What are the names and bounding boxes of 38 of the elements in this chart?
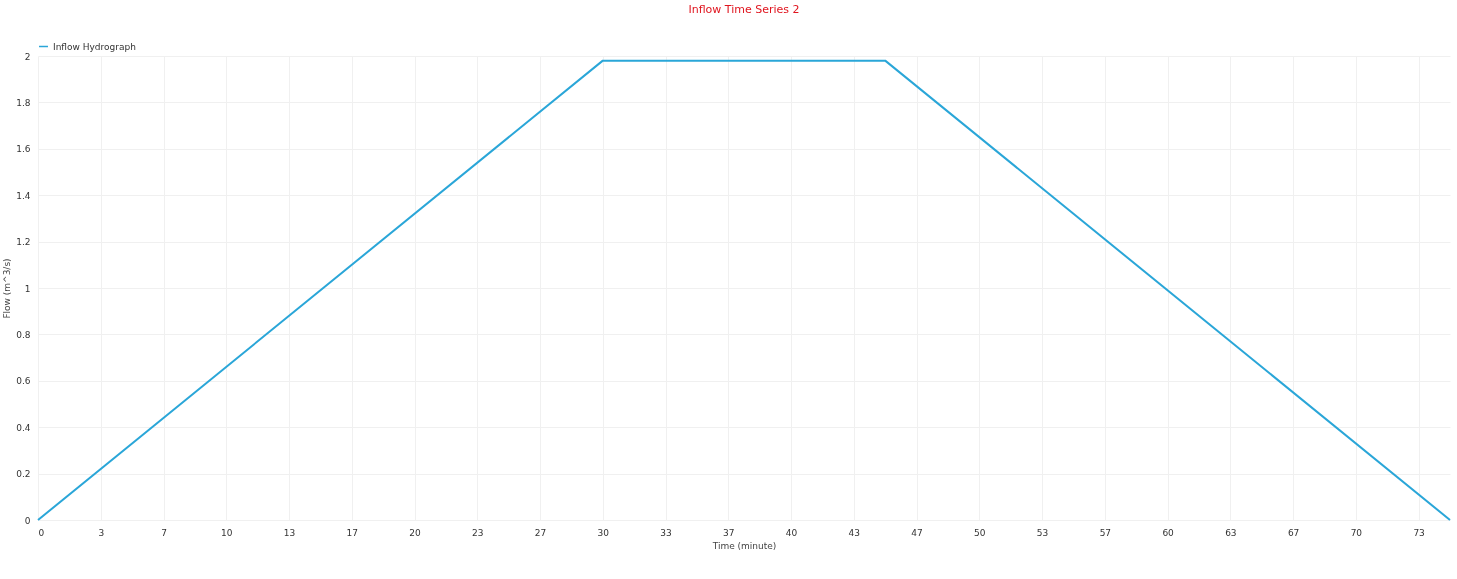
y-tick-label: 0.4 [16,422,31,433]
x-tick-label: 33 [660,527,672,538]
y-tick-label: 1 [24,283,31,294]
x-tick-label: 0 [38,527,45,538]
x-tick-label: 50 [974,527,986,538]
x-tick-label: 20 [409,527,422,538]
y-tick-label: 2 [24,51,31,62]
y-axis-title: Flow (m^3/s) [2,258,13,319]
x-tick-label: 70 [1350,527,1363,538]
y-tick-label: 0 [24,515,31,526]
x-axis-title: Time (minute) [711,540,777,551]
x-tick-label: 43 [848,527,861,538]
x-tick-label: 3 [98,527,105,538]
x-tick-label: 53 [1036,527,1049,538]
x-tick-label: 30 [597,527,610,538]
x-tick-label: 60 [1162,527,1175,538]
x-tick-label: 10 [221,527,233,538]
x-tick-label: 67 [1287,527,1300,538]
x-tick-label: 63 [1225,527,1237,538]
y-tick-label: 1.8 [16,97,31,108]
x-tick-label: 47 [911,527,923,538]
y-tick-label: 0.2 [16,469,31,480]
x-tick-label: 27 [534,527,547,538]
y-tick-label: 0.8 [16,329,31,340]
y-tick-label: 0.6 [16,376,31,387]
y-tick-label: 1.4 [16,190,31,201]
x-tick-label: 13 [283,527,296,538]
x-tick-label: 7 [161,527,167,538]
x-tick-label: 17 [346,527,359,538]
x-tick-label: 73 [1413,527,1425,538]
y-tick-label: 1.2 [16,237,31,248]
x-tick-label: 40 [785,527,798,538]
chart-title: Inflow Time Series 2 [688,3,800,16]
x-tick-label: 23 [472,527,484,538]
x-tick-label: 37 [723,527,735,538]
x-tick-label: 57 [1099,527,1112,538]
y-tick-label: 1.6 [16,144,31,155]
legend-label: Inflow Hydrograph [53,41,136,52]
